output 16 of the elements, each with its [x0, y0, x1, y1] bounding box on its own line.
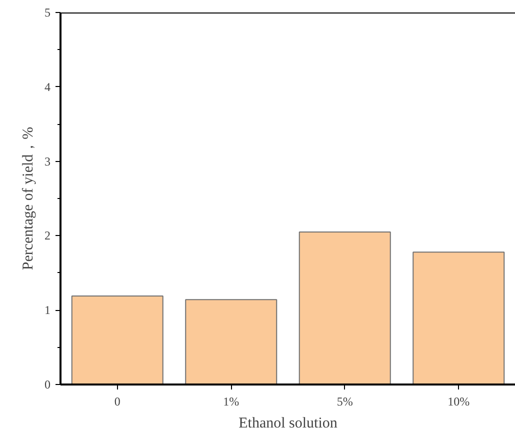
bar — [412, 252, 505, 384]
y-tick-label: 5 — [44, 6, 50, 20]
x-tick-label: 1% — [223, 394, 240, 408]
y-tick-label: 1 — [44, 303, 50, 318]
bar — [185, 299, 278, 384]
x-axis-title: Ethanol solution — [238, 416, 338, 432]
x-tick-label: 0 — [114, 394, 120, 408]
x-tick-label: 5% — [336, 394, 353, 408]
y-tick-label: 4 — [44, 80, 50, 94]
y-tick-label: 2 — [44, 228, 50, 243]
y-tick-label: 0 — [44, 378, 50, 392]
bar — [71, 295, 164, 384]
x-tick-label: 10% — [448, 394, 470, 408]
y-tick-label: 3 — [44, 154, 50, 168]
bar — [298, 231, 391, 384]
y-axis-title: Percentage of yield，% — [20, 126, 36, 270]
